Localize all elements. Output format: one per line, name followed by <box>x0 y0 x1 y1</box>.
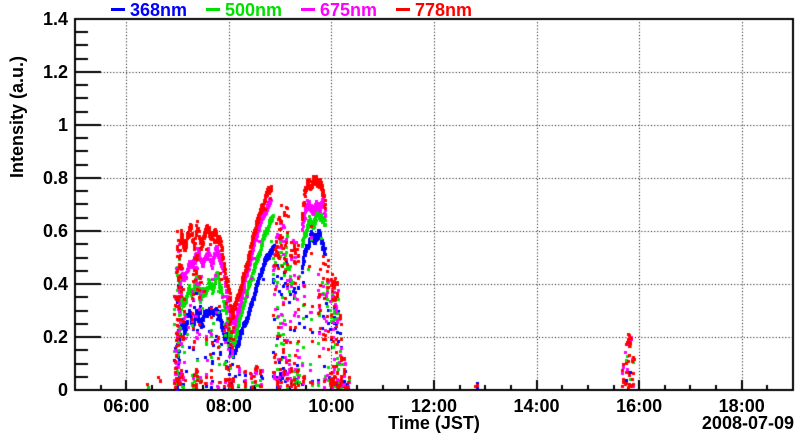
x-tick-label: 06:00 <box>103 396 150 416</box>
legend-label-500nm: 500nm <box>225 0 283 20</box>
x-tick-label: 16:00 <box>616 396 663 416</box>
y-tick-label: 0.6 <box>42 221 68 241</box>
y-tick-label: 1.4 <box>42 9 68 29</box>
y-tick-label: 0 <box>57 380 68 400</box>
legend-label-778nm: 778nm <box>415 0 473 20</box>
legend-line-marker-778nm <box>396 8 410 11</box>
y-tick-label: 1 <box>57 115 68 135</box>
legend-line-marker-500nm <box>206 8 220 11</box>
x-axis-title: Time (JST) <box>388 413 480 433</box>
x-tick-label: 18:00 <box>718 396 765 416</box>
legend-line-marker-368nm <box>111 8 125 11</box>
y-tick-label: 1.2 <box>42 62 68 82</box>
y-tick-label: 0.2 <box>42 327 68 347</box>
legend-entry-500nm: 500nm <box>206 0 282 22</box>
legend-label-675nm: 675nm <box>320 0 378 20</box>
legend-line-marker-675nm <box>301 8 315 11</box>
legend-entry-778nm: 778nm <box>396 0 472 22</box>
legend-label-368nm: 368nm <box>130 0 188 20</box>
x-tick-label: 12:00 <box>410 396 458 416</box>
x-tick-label: 10:00 <box>308 396 355 416</box>
y-tick-label: 0.8 <box>42 168 68 188</box>
y-tick-label: 0.4 <box>42 274 68 294</box>
legend-entry-675nm: 675nm <box>301 0 377 22</box>
legend-entry-368nm: 368nm <box>111 0 187 22</box>
x-tick-label: 14:00 <box>513 396 560 416</box>
x-tick-label: 08:00 <box>205 396 252 416</box>
date-label: 2008-07-09 <box>701 413 794 433</box>
